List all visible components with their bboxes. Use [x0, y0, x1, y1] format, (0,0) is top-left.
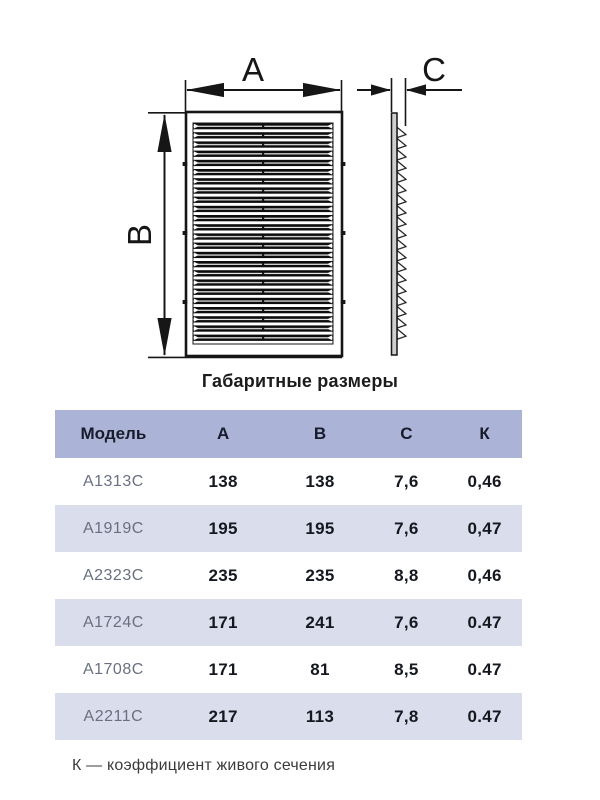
diagram-caption: Габаритные размеры: [201, 371, 399, 391]
cell-k: 0,46: [467, 471, 502, 491]
frame-ticks: [182, 162, 346, 304]
cell-b: 235: [305, 565, 335, 585]
grille-side-view: [390, 78, 408, 356]
cell-a: 195: [208, 518, 238, 538]
dim-arrow-b: [157, 114, 172, 356]
dim-label-a: A: [242, 51, 264, 88]
dimensions-diagram: A B C: [121, 51, 462, 359]
table-header-row: Модель A B C К: [55, 410, 522, 458]
table-row: A2211C 217 113 7,8 0.47: [55, 693, 522, 740]
cell-b: 113: [305, 706, 335, 726]
dimensions-table: Модель A B C К A1313C 138 138 7,6 0,46 A…: [55, 410, 522, 740]
cell-model: A2211C: [83, 707, 144, 725]
cell-k: 0,46: [467, 565, 502, 585]
cell-a: 171: [208, 612, 238, 632]
cell-a: 235: [208, 565, 238, 585]
grille-front-view: [148, 80, 346, 359]
cell-a: 217: [208, 706, 238, 726]
cell-c: 7,6: [394, 612, 419, 632]
cell-c: 8,8: [394, 565, 419, 585]
cell-model: A2323C: [82, 566, 144, 584]
cell-k: 0,47: [467, 518, 502, 538]
cell-b: 195: [305, 518, 335, 538]
cell-k: 0.47: [467, 612, 502, 632]
cell-c: 7,8: [394, 706, 419, 726]
column-header-model: Модель: [80, 424, 147, 443]
dim-label-c: C: [422, 51, 446, 88]
cell-b: 81: [310, 659, 330, 679]
cell-model: A1919C: [82, 519, 144, 537]
cell-model: A1313C: [82, 472, 144, 490]
k-coefficient-footnote: К — коэффициент живого сечения: [72, 757, 336, 774]
cell-c: 8,5: [394, 659, 419, 679]
table-row: A2323C 235 235 8,8 0,46: [55, 552, 522, 599]
cell-a: 171: [208, 659, 238, 679]
cell-model: A1708C: [82, 660, 144, 678]
cell-model: A1724C: [82, 613, 144, 631]
column-header-c: C: [400, 424, 413, 443]
cell-a: 138: [208, 471, 238, 491]
table-row: A1313C 138 138 7,6 0,46: [55, 458, 522, 505]
cell-b: 138: [305, 471, 335, 491]
column-header-k: К: [479, 424, 490, 443]
cell-k: 0.47: [467, 706, 502, 726]
cell-c: 7,6: [394, 518, 419, 538]
column-header-b: B: [313, 424, 327, 443]
dim-arrow-c: [357, 84, 462, 96]
table-row: A1919C 195 195 7,6 0,47: [55, 505, 522, 552]
louver-slats: [192, 122, 334, 345]
side-profile-bar: [390, 112, 398, 356]
table-row: A1724C 171 241 7,6 0.47: [55, 599, 522, 646]
dim-arrow-a: [186, 82, 341, 98]
side-profile-louvers: [397, 127, 408, 340]
cell-b: 241: [305, 612, 335, 632]
cell-k: 0.47: [467, 659, 502, 679]
cell-c: 7,6: [394, 471, 419, 491]
dim-label-b: B: [121, 224, 158, 246]
column-header-a: A: [216, 424, 230, 443]
table-row: A1708C 171 81 8,5 0.47: [55, 646, 522, 693]
